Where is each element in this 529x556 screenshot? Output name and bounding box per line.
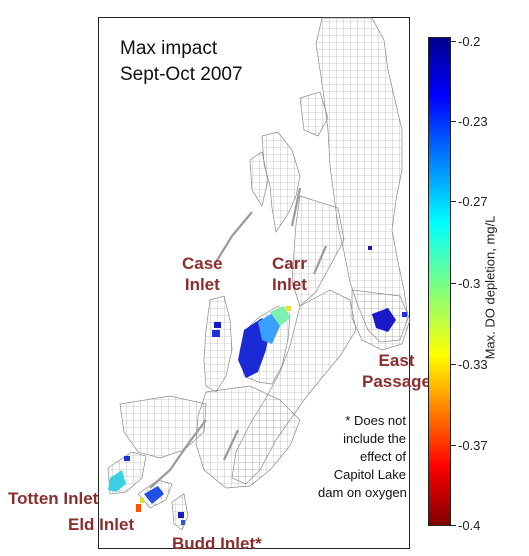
eld-cells <box>144 486 164 504</box>
carr-plume-mid <box>258 312 280 344</box>
label-budd-inlet: Budd Inlet* <box>172 534 262 553</box>
carr-inlet-line-1: Carr <box>272 254 307 273</box>
carr-plume-yellow <box>286 306 291 311</box>
tick-mark-3 <box>451 283 456 284</box>
footnote-line-3: effect of <box>359 449 406 464</box>
title-line-2: Sept-Oct 2007 <box>120 64 243 85</box>
tick-mark-0 <box>451 41 456 42</box>
southwest-reach <box>119 395 207 459</box>
carr-inlet-line-2: Inlet <box>272 275 307 294</box>
tick-label-2: -0.27 <box>458 194 488 209</box>
upper-arm <box>249 151 269 207</box>
mesh-arms <box>149 187 328 489</box>
eld-cell-yellow <box>140 498 144 503</box>
case-cell-1 <box>214 322 221 328</box>
tick-mark-5 <box>451 445 456 446</box>
tick-mark-2 <box>451 201 456 202</box>
case-inlet <box>203 295 233 393</box>
tick-label-6: -0.4 <box>458 518 481 533</box>
east-passage-line-2: Passage <box>362 372 431 391</box>
do-depletion-cells <box>108 246 407 525</box>
totten-cells <box>108 470 126 492</box>
title-line-1: Max impact <box>120 38 218 59</box>
footnote-line-5: dam on oxygen <box>318 485 407 500</box>
eld-cell-warm <box>136 504 141 512</box>
tick-label-5: -0.37 <box>458 438 488 453</box>
footnote: * Does not include the effect of Capitol… <box>318 412 407 502</box>
case-inlet-line-1: Case <box>182 254 223 273</box>
map-title: Max impact Sept-Oct 2007 <box>120 36 243 88</box>
footnote-line-2: include the <box>343 431 406 446</box>
mesh-channels <box>107 17 411 531</box>
tick-mark-1 <box>451 121 456 122</box>
footnote-line-4: Capitol Lake <box>333 467 406 482</box>
tick-label-4: -0.33 <box>458 357 488 372</box>
label-eld-inlet: Eld Inlet <box>68 515 135 534</box>
colorbar-title: Max. DO depletion, mg/L <box>482 215 498 360</box>
label-east-passage: East Passage <box>362 350 431 392</box>
tick-mark-4 <box>451 364 456 365</box>
tick-label-1: -0.23 <box>458 114 488 129</box>
central-passage <box>291 195 345 307</box>
label-case-inlet: Case Inlet <box>182 253 223 295</box>
north-branch <box>299 91 329 137</box>
case-inlet-line-2: Inlet <box>184 275 220 294</box>
east-passage-line-1: East <box>378 351 415 370</box>
tick-mark-6 <box>451 525 456 526</box>
case-cell-2 <box>212 330 220 337</box>
tick-label-0: -0.2 <box>458 34 481 49</box>
east-cell-cluster <box>372 308 396 332</box>
budd-cell-1 <box>178 512 184 518</box>
footnote-line-1: * Does not <box>345 413 406 428</box>
carr-plume-light <box>270 306 290 326</box>
north-cell <box>368 246 372 250</box>
totten-cell-2 <box>124 456 130 461</box>
label-carr-inlet: Carr Inlet <box>272 253 307 295</box>
label-totten-inlet: Totten Inlet <box>8 489 99 508</box>
budd-cell-2 <box>181 520 185 525</box>
east-cell-2 <box>402 312 407 317</box>
colorbar <box>428 37 451 526</box>
tick-label-3: -0.3 <box>458 276 481 291</box>
